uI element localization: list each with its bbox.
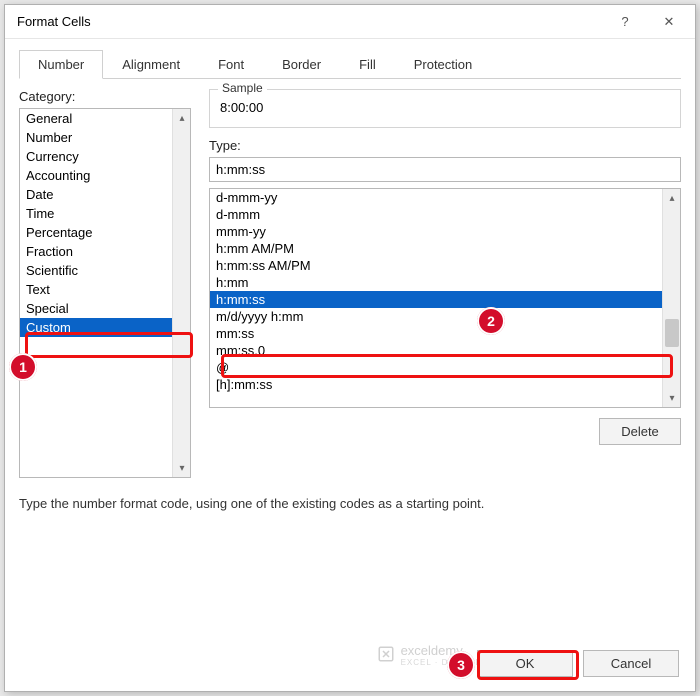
hint-text: Type the number format code, using one o… [19, 496, 681, 511]
watermark: exceldemy EXCEL · DATA · BI [377, 643, 485, 667]
cancel-button[interactable]: Cancel [583, 650, 679, 677]
scroll-down-icon[interactable]: ▾ [173, 459, 191, 477]
tab-number[interactable]: Number [19, 50, 103, 79]
dialog-title: Format Cells [17, 14, 603, 29]
format-cells-dialog: Format Cells ? ✕ NumberAlignmentFontBord… [4, 4, 696, 692]
category-item[interactable]: Number [20, 128, 172, 147]
sample-value: 8:00:00 [218, 94, 672, 117]
category-item[interactable]: Fraction [20, 242, 172, 261]
close-icon: ✕ [664, 14, 675, 30]
sample-box: Sample 8:00:00 [209, 89, 681, 128]
titlebar: Format Cells ? ✕ [5, 5, 695, 39]
category-item[interactable]: General [20, 109, 172, 128]
scroll-thumb[interactable] [665, 319, 679, 347]
category-item[interactable]: Accounting [20, 166, 172, 185]
type-item[interactable]: @ [210, 359, 662, 376]
scroll-down-icon[interactable]: ▾ [663, 389, 681, 407]
type-item[interactable]: mmm-yy [210, 223, 662, 240]
delete-row: Delete [209, 418, 681, 445]
category-scrollbar[interactable]: ▴ ▾ [172, 109, 190, 477]
type-item[interactable]: mm:ss.0 [210, 342, 662, 359]
type-item[interactable]: m/d/yyyy h:mm [210, 308, 662, 325]
type-item[interactable]: d-mmm-yy [210, 189, 662, 206]
type-item[interactable]: h:mm:ss [210, 291, 662, 308]
watermark-sub: EXCEL · DATA · BI [401, 658, 485, 667]
type-item[interactable]: h:mm AM/PM [210, 240, 662, 257]
type-item[interactable]: d-mmm [210, 206, 662, 223]
scroll-up-icon[interactable]: ▴ [173, 109, 191, 127]
type-scrollbar[interactable]: ▴ ▾ [662, 189, 680, 407]
watermark-brand: exceldemy [401, 643, 463, 658]
help-icon: ? [621, 14, 628, 29]
tab-alignment[interactable]: Alignment [103, 50, 199, 79]
main-row: Category: GeneralNumberCurrencyAccountin… [19, 89, 681, 478]
category-label: Category: [19, 89, 191, 104]
sample-legend: Sample [218, 81, 267, 95]
details-column: Sample 8:00:00 Type: d-mmm-yyd-mmmmmm-yy… [209, 89, 681, 478]
category-item[interactable]: Time [20, 204, 172, 223]
category-item[interactable]: Custom [20, 318, 172, 337]
tab-font[interactable]: Font [199, 50, 263, 79]
type-item[interactable]: [h]:mm:ss [210, 376, 662, 393]
tab-protection[interactable]: Protection [395, 50, 492, 79]
category-item[interactable]: Date [20, 185, 172, 204]
type-item[interactable]: mm:ss [210, 325, 662, 342]
category-list[interactable]: GeneralNumberCurrencyAccountingDateTimeP… [19, 108, 191, 478]
tab-fill[interactable]: Fill [340, 50, 395, 79]
tab-strip: NumberAlignmentFontBorderFillProtection [19, 49, 681, 79]
close-button[interactable]: ✕ [647, 7, 691, 37]
category-item[interactable]: Currency [20, 147, 172, 166]
category-item[interactable]: Scientific [20, 261, 172, 280]
dialog-content: NumberAlignmentFontBorderFillProtection … [5, 39, 695, 525]
type-item[interactable]: h:mm:ss AM/PM [210, 257, 662, 274]
category-item[interactable]: Percentage [20, 223, 172, 242]
ok-button[interactable]: OK [477, 650, 573, 677]
type-list[interactable]: d-mmm-yyd-mmmmmm-yyh:mm AM/PMh:mm:ss AM/… [209, 188, 681, 408]
tab-border[interactable]: Border [263, 50, 340, 79]
type-input[interactable] [209, 157, 681, 182]
type-label: Type: [209, 138, 681, 153]
canvas: Format Cells ? ✕ NumberAlignmentFontBord… [0, 0, 700, 696]
watermark-icon [377, 645, 395, 666]
footer: OK Cancel [477, 650, 679, 677]
watermark-text: exceldemy EXCEL · DATA · BI [401, 643, 485, 667]
help-button[interactable]: ? [603, 7, 647, 37]
category-column: Category: GeneralNumberCurrencyAccountin… [19, 89, 191, 478]
delete-button[interactable]: Delete [599, 418, 681, 445]
scroll-up-icon[interactable]: ▴ [663, 189, 681, 207]
category-item[interactable]: Special [20, 299, 172, 318]
type-item[interactable]: h:mm [210, 274, 662, 291]
category-item[interactable]: Text [20, 280, 172, 299]
